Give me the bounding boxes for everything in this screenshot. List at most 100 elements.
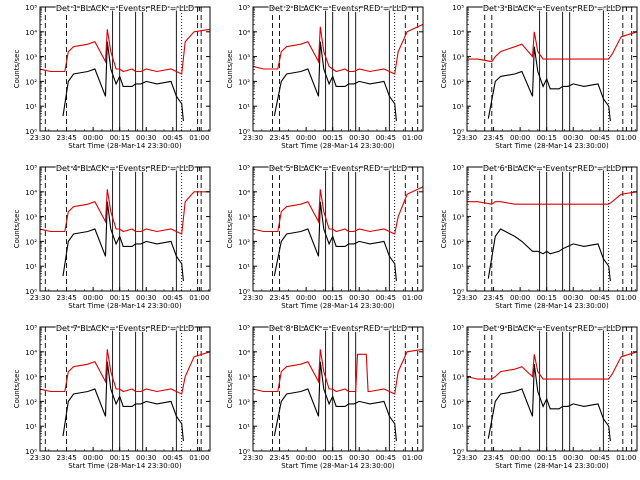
x-axis-label: Start Time (28-Mar-14 23:30:00): [281, 302, 395, 310]
x-tick-label: 23:45: [269, 294, 289, 302]
y-tick-label: 10³: [452, 54, 464, 62]
chart-panel-2: 10⁰ 10¹ 10² 10³ 10⁴ 10⁵ 23:30 23:45 00:00 00:15 00…: [226, 3, 424, 150]
x-tick-label: 00:00: [296, 294, 316, 302]
x-tick-label: 23:45: [269, 454, 289, 462]
y-tick-label: 10¹: [25, 263, 37, 271]
y-tick-label: 10²: [238, 398, 250, 406]
y-tick-label: 10¹: [452, 103, 464, 111]
x-tick-label: 00:30: [563, 454, 583, 462]
x-tick-label: 01:00: [189, 454, 209, 462]
chart-title: Det 2 BLACK = Events, RED = LLD: [269, 4, 407, 13]
y-axis-label: Counts/sec: [440, 50, 448, 89]
x-tick-label: 00:45: [376, 294, 396, 302]
chart-title: Det 9 BLACK = Events, RED = LLD: [483, 324, 621, 333]
x-tick-label: 01:00: [402, 454, 422, 462]
chart-title: Det 1 BLACK = Events, RED = LLD: [56, 4, 194, 13]
y-axis-label: Counts/sec: [226, 50, 234, 89]
events-series-line: [273, 361, 397, 442]
x-tick-label: 00:15: [323, 134, 343, 142]
y-axis-label: Counts/sec: [440, 210, 448, 249]
x-tick-label: 01:00: [189, 134, 209, 142]
chart-panel-8: 10⁰ 10¹ 10² 10³ 10⁴ 10⁵ 23:30 23:45 00:00 00:15 00…: [226, 323, 424, 470]
y-tick-label: 10²: [238, 238, 250, 246]
x-tick-label: 00:00: [83, 454, 103, 462]
x-tick-label: 00:00: [83, 134, 103, 142]
y-tick-label: 10⁵: [452, 164, 464, 172]
y-tick-label: 10²: [238, 78, 250, 86]
y-tick-label: 10³: [452, 374, 464, 382]
x-tick-label: 00:30: [349, 454, 369, 462]
x-tick-label: 23:45: [483, 294, 503, 302]
y-tick-label: 10⁵: [238, 4, 250, 12]
y-tick-label: 10¹: [452, 263, 464, 271]
x-axis-label: Start Time (28-Mar-14 23:30:00): [281, 462, 395, 470]
x-tick-label: 23:45: [56, 134, 76, 142]
y-axis-label: Counts/sec: [13, 210, 21, 249]
lld-series-line: [40, 349, 210, 395]
y-tick-label: 10⁰: [452, 128, 464, 136]
x-tick-label: 00:30: [136, 134, 156, 142]
y-tick-label: 10¹: [238, 423, 250, 431]
events-series-line: [62, 41, 184, 122]
x-axis-label: Start Time (28-Mar-14 23:30:00): [495, 302, 609, 310]
x-tick-label: 01:00: [189, 294, 209, 302]
y-tick-label: 10⁴: [452, 189, 464, 197]
y-tick-label: 10²: [25, 238, 37, 246]
lld-series-line: [253, 348, 423, 395]
x-tick-label: 23:30: [243, 454, 263, 462]
x-tick-label: 00:45: [590, 294, 610, 302]
x-tick-label: 00:45: [376, 134, 396, 142]
x-axis-label: Start Time (28-Mar-14 23:30:00): [495, 462, 609, 470]
x-tick-label: 23:30: [243, 294, 263, 302]
x-tick-label: 00:30: [563, 294, 583, 302]
x-tick-label: 00:15: [110, 454, 130, 462]
x-tick-label: 00:30: [136, 454, 156, 462]
x-tick-label: 00:45: [376, 454, 396, 462]
y-axis-label: Counts/sec: [226, 370, 234, 409]
x-tick-label: 00:00: [510, 454, 530, 462]
y-tick-label: 10⁴: [25, 29, 37, 37]
y-tick-label: 10¹: [238, 103, 250, 111]
x-tick-label: 01:00: [616, 134, 636, 142]
x-tick-label: 00:45: [590, 134, 610, 142]
y-tick-label: 10⁵: [25, 324, 37, 332]
y-tick-label: 10¹: [25, 423, 37, 431]
events-series-line: [62, 361, 184, 442]
x-tick-label: 00:45: [163, 454, 183, 462]
y-tick-label: 10⁴: [25, 349, 37, 357]
y-tick-label: 10³: [238, 54, 250, 62]
chart-panel-5: 10⁰ 10¹ 10² 10³ 10⁴ 10⁵ 23:30 23:45 00:00 00:15 00…: [226, 163, 424, 310]
y-tick-label: 10⁰: [25, 288, 37, 296]
y-tick-label: 10⁵: [238, 324, 250, 332]
y-tick-label: 10²: [452, 398, 464, 406]
x-tick-label: 00:15: [323, 294, 343, 302]
plot-frame: [39, 6, 211, 132]
x-tick-label: 00:15: [110, 134, 130, 142]
x-axis-label: Start Time (28-Mar-14 23:30:00): [68, 462, 182, 470]
y-tick-label: 10⁰: [238, 288, 250, 296]
x-tick-label: 00:45: [590, 454, 610, 462]
x-tick-label: 00:00: [510, 134, 530, 142]
x-tick-label: 23:45: [483, 134, 503, 142]
chart-panel-6: 10⁰ 10¹ 10² 10³ 10⁴ 10⁵ 23:30 23:45 00:00 00:15 00…: [440, 163, 638, 310]
x-tick-label: 00:15: [110, 294, 130, 302]
y-tick-label: 10⁴: [25, 189, 37, 197]
lld-series-line: [467, 31, 637, 63]
x-tick-label: 01:00: [402, 294, 422, 302]
x-tick-label: 23:30: [30, 454, 50, 462]
events-series-line: [273, 201, 397, 282]
y-tick-label: 10³: [238, 374, 250, 382]
plot-frame: [252, 6, 424, 132]
y-tick-label: 10¹: [238, 263, 250, 271]
x-tick-label: 00:15: [537, 134, 557, 142]
lld-series-line: [253, 23, 423, 75]
chart-title: Det 6 BLACK = Events, RED = LLD: [483, 164, 621, 173]
x-tick-label: 00:00: [296, 454, 316, 462]
y-tick-label: 10⁰: [452, 288, 464, 296]
x-tick-label: 00:00: [296, 134, 316, 142]
x-tick-label: 23:30: [30, 294, 50, 302]
x-axis-label: Start Time (28-Mar-14 23:30:00): [68, 142, 182, 150]
plot-frame: [252, 166, 424, 292]
y-tick-label: 10⁰: [238, 448, 250, 456]
